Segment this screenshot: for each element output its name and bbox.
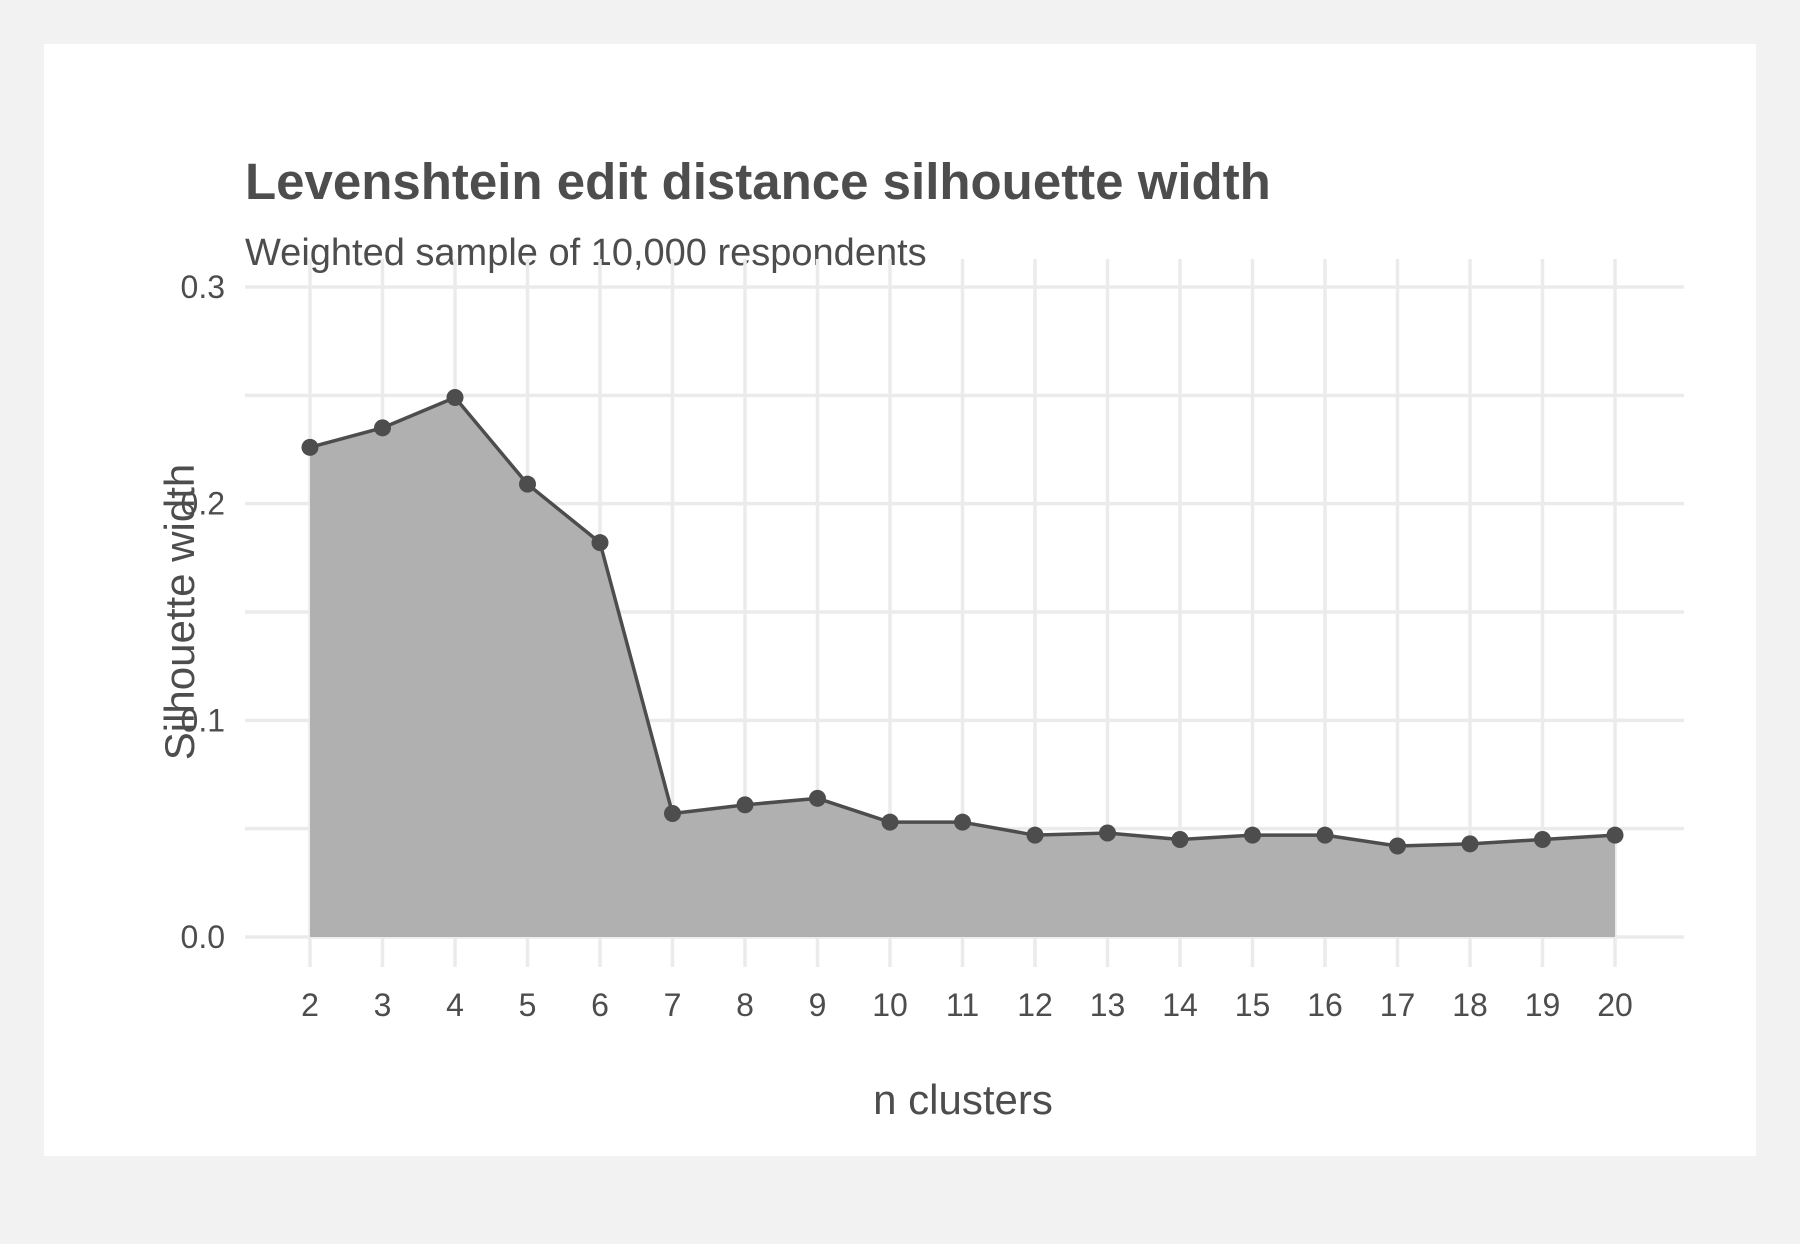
x-tick-label: 3: [374, 987, 392, 1023]
y-tick-label: 0.3: [181, 269, 225, 305]
data-point: [519, 475, 536, 493]
x-tick-label: 4: [446, 987, 464, 1023]
x-tick-labels: 2 3 4 5 6 7 8 9 10 11 12 13 14 15 16 17 18 19 20: [301, 987, 1633, 1023]
x-tick-label: 17: [1380, 987, 1416, 1023]
y-tick-label: 0.0: [181, 919, 225, 955]
data-point: [1534, 831, 1551, 848]
x-tick-label: 14: [1162, 987, 1198, 1023]
data-point: [1316, 826, 1334, 844]
chart-card: Levenshtein edit distance silhouette wid…: [44, 44, 1756, 1156]
x-axis-title: n clusters: [873, 1076, 1053, 1123]
x-tick-label: 9: [809, 987, 827, 1023]
data-point: [301, 438, 319, 456]
x-tick-label: 11: [946, 987, 979, 1023]
data-point: [736, 796, 754, 814]
x-tick-label: 7: [664, 987, 682, 1023]
x-tick-label: 20: [1597, 987, 1633, 1023]
area-fill: [310, 397, 1615, 937]
data-point: [591, 534, 609, 552]
x-tick-label: 10: [872, 987, 908, 1023]
data-point: [1171, 831, 1189, 848]
x-tick-label: 13: [1090, 987, 1126, 1023]
x-tick-label: 16: [1307, 987, 1343, 1023]
x-tick-label: 8: [736, 987, 754, 1023]
data-point: [374, 419, 391, 437]
data-point: [446, 389, 464, 406]
x-tick-label: 12: [1017, 987, 1053, 1023]
data-point: [809, 789, 826, 807]
x-tick-label: 15: [1235, 987, 1271, 1023]
data-point: [1606, 826, 1624, 844]
data-point: [1026, 826, 1044, 844]
plot-area: [301, 389, 1624, 937]
y-axis-title: Silhouette width: [156, 464, 203, 761]
y-tick-label: 0.1: [181, 702, 225, 738]
data-point: [664, 805, 681, 822]
y-tick-labels: 0.0 0.1 0.2 0.3: [181, 269, 225, 955]
chart-subtitle: Weighted sample of 10,000 respondents: [245, 232, 927, 274]
data-point: [1461, 835, 1479, 853]
y-tick-label: 0.2: [181, 486, 225, 522]
x-tick-label: 19: [1525, 987, 1561, 1023]
x-tick-label: 5: [519, 987, 537, 1023]
x-tick-label: 18: [1452, 987, 1488, 1023]
data-point: [1099, 824, 1116, 842]
data-point: [954, 813, 971, 831]
data-point: [1244, 826, 1261, 844]
chart-title: Levenshtein edit distance silhouette wid…: [245, 153, 1271, 210]
x-tick-label: 6: [591, 987, 609, 1023]
data-point: [1389, 837, 1406, 855]
data-point: [881, 813, 899, 831]
silhouette-chart: Levenshtein edit distance silhouette wid…: [156, 153, 1684, 1123]
x-tick-label: 2: [301, 987, 319, 1023]
